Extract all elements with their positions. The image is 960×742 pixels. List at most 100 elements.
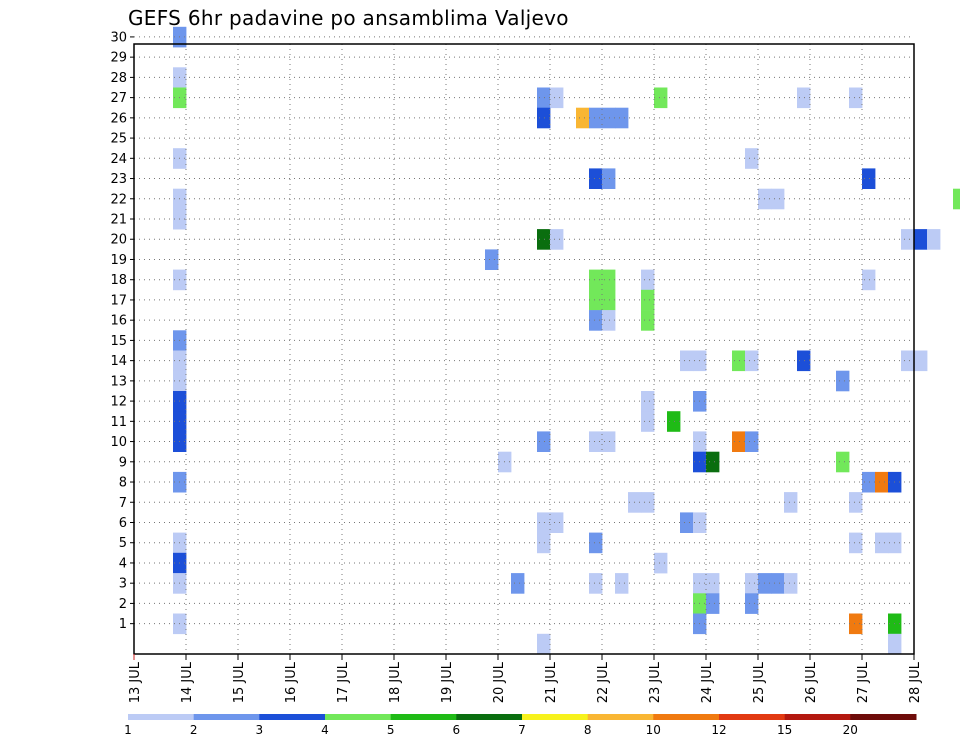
precip-cell — [875, 471, 889, 493]
y-tick-label: 22 — [110, 192, 127, 207]
y-tick-label: 8 — [119, 476, 127, 491]
x-tick-label: 24 JUL — [700, 661, 715, 703]
precip-cell — [589, 431, 603, 452]
y-tick-label: 21 — [110, 213, 127, 228]
legend-color-segment — [850, 714, 917, 720]
precip-cell — [862, 269, 876, 291]
precip-cell — [537, 512, 551, 533]
legend-level-label: 1 — [124, 723, 132, 737]
y-tick-label: 19 — [110, 253, 127, 268]
precip-cell — [641, 411, 655, 432]
precip-cell — [849, 492, 863, 513]
precip-cell — [641, 269, 655, 291]
legend-level-label: 8 — [584, 723, 592, 737]
precip-cell — [953, 188, 960, 210]
precip-cell — [550, 87, 564, 109]
precip-cell — [901, 350, 915, 372]
precip-cell — [732, 431, 746, 452]
legend-level-label: 20 — [843, 723, 858, 737]
legend-level-label: 2 — [190, 723, 198, 737]
precip-cell — [550, 229, 564, 250]
precip-cell — [641, 289, 655, 311]
precip-cell — [680, 512, 694, 533]
precip-cell — [706, 451, 720, 473]
precip-cell — [836, 451, 850, 473]
y-tick-label: 18 — [110, 273, 127, 288]
y-tick-label: 30 — [110, 30, 127, 45]
y-tick-label: 7 — [119, 496, 127, 511]
y-tick-label: 9 — [119, 455, 127, 470]
x-tick-label: 14 JUL — [180, 661, 195, 703]
legend-color-segment — [522, 714, 589, 720]
x-tick-label: 16 JUL — [284, 661, 299, 703]
y-tick-label: 4 — [119, 556, 127, 571]
legend-level-label: 15 — [777, 723, 792, 737]
precip-cell — [667, 411, 681, 432]
legend-level-label: 3 — [255, 723, 263, 737]
precip-cell — [745, 148, 759, 169]
precip-cell — [589, 310, 603, 331]
legend-color-segment — [719, 714, 786, 720]
precip-cell — [732, 350, 746, 372]
precip-cell — [875, 532, 889, 554]
precip-cell — [849, 613, 863, 635]
precip-cell — [602, 289, 616, 311]
precip-cell — [654, 552, 668, 574]
legend-color-segment — [390, 714, 457, 720]
x-tick-label: 23 JUL — [648, 661, 663, 703]
precip-cell — [589, 168, 603, 189]
precip-cell — [589, 269, 603, 291]
precip-cell — [797, 350, 811, 372]
precip-cell — [745, 431, 759, 452]
x-tick-label: 21 JUL — [544, 661, 559, 703]
y-tick-label: 28 — [110, 71, 127, 86]
x-tick-label: 25 JUL — [752, 661, 767, 703]
precip-cell — [862, 168, 876, 189]
precip-cell — [485, 249, 499, 270]
legend-level-label: 4 — [321, 723, 329, 737]
y-tick-label: 27 — [110, 91, 127, 106]
precip-cell — [745, 593, 759, 614]
precip-cell — [797, 87, 811, 109]
precip-cell — [589, 573, 603, 594]
legend-color-segment — [456, 714, 523, 720]
precip-cell — [849, 87, 863, 109]
precip-cell — [706, 573, 720, 594]
legend-level-label: 5 — [387, 723, 395, 737]
y-tick-label: 1 — [119, 617, 127, 632]
y-tick-label: 2 — [119, 597, 127, 612]
y-tick-label: 20 — [110, 233, 127, 248]
legend-color-segment — [587, 714, 654, 720]
y-tick-label: 25 — [110, 132, 127, 147]
precip-cell — [680, 350, 694, 372]
y-tick-label: 10 — [110, 435, 127, 450]
legend-level-label: 10 — [646, 723, 661, 737]
y-tick-label: 17 — [110, 293, 127, 308]
y-tick-label: 26 — [110, 111, 127, 126]
legend-color-segment — [193, 714, 260, 720]
precip-cell — [589, 289, 603, 311]
legend-color-segment — [259, 714, 326, 720]
precip-cell — [615, 573, 629, 594]
x-tick-label: 22 JUL — [596, 661, 611, 703]
x-tick-label: 27 JUL — [856, 661, 871, 703]
precip-cell — [914, 229, 928, 250]
precip-cell — [745, 573, 759, 594]
y-tick-label: 29 — [110, 51, 127, 66]
legend-color-segment — [325, 714, 392, 720]
precip-cell — [901, 229, 915, 250]
precip-cell — [602, 310, 616, 331]
precip-cell — [615, 107, 629, 129]
x-tick-label: 18 JUL — [388, 661, 403, 703]
x-tick-label: 13 JUL — [128, 661, 143, 703]
precip-cell — [602, 107, 616, 129]
precip-cell — [602, 431, 616, 452]
legend-level-label: 7 — [518, 723, 526, 737]
precip-cell — [537, 532, 551, 554]
precip-cell — [537, 87, 551, 109]
legend-level-label: 6 — [452, 723, 460, 737]
precip-cell — [550, 512, 564, 533]
precip-cell — [641, 310, 655, 331]
y-tick-label: 5 — [119, 536, 127, 551]
